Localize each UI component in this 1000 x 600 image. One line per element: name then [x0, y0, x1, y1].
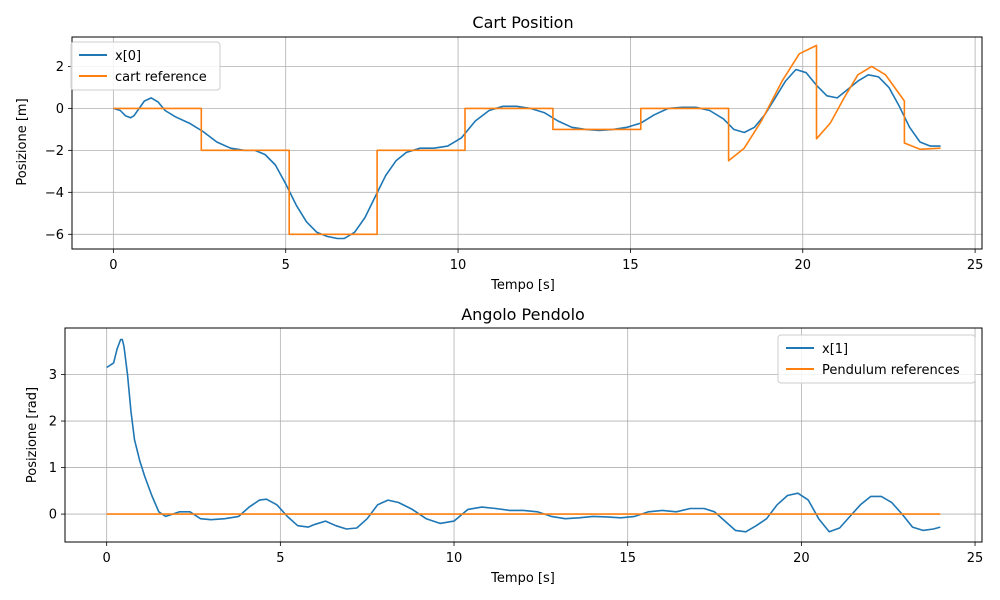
x-tick-label: 0 [109, 258, 117, 273]
plot-frame [64, 327, 983, 543]
y-tick-label: 3 [49, 368, 57, 383]
y-tick-label: 0 [56, 102, 64, 117]
legend-label-x1: x[1] [822, 342, 848, 357]
x-tick-label: 0 [103, 551, 111, 566]
y-tick-label: 0 [49, 508, 57, 523]
x-tick-label: 20 [793, 551, 810, 566]
x-tick-label: 10 [450, 258, 467, 273]
y-tick-label: 2 [49, 415, 57, 430]
y-tick-label: 2 [56, 60, 64, 75]
x-tick-label: 5 [282, 258, 290, 273]
x-ticks: 0 5 10 15 20 25 [109, 249, 983, 273]
legend: x[1] Pendulum references [777, 334, 976, 384]
legend-box [70, 41, 221, 91]
plot-frame [71, 36, 983, 250]
legend: x[0] cart reference [70, 41, 221, 91]
x-tick-label: 20 [794, 258, 811, 273]
y-tick-label: −6 [45, 228, 64, 243]
cart-position-chart: Cart Position 0 5 10 15 20 25 −6 −4 −2 0 2 Tempo … [15, 13, 983, 293]
x-tick-label: 15 [622, 258, 639, 273]
x-tick-label: 10 [446, 551, 463, 566]
x-tick-label: 15 [619, 551, 636, 566]
x-axis-label: Tempo [s] [490, 571, 555, 586]
plot-lines [106, 338, 941, 533]
y-tick-label: −2 [45, 144, 64, 159]
y-ticks: 0 1 2 3 [49, 368, 65, 523]
angolo-pendolo-chart: Angolo Pendolo 0 5 10 15 20 25 0 1 2 3 Tempo [s]… [25, 305, 983, 586]
y-axis-label: Posizione [m] [15, 98, 30, 185]
series-line-cart-reference [113, 44, 941, 236]
x-tick-label: 5 [276, 551, 284, 566]
x-ticks: 0 5 10 15 20 25 [103, 542, 984, 566]
y-axis-label: Posizione [rad] [25, 387, 40, 483]
y-tick-label: 1 [49, 461, 57, 476]
plot-lines [113, 44, 941, 240]
x-axis-label: Tempo [s] [490, 278, 555, 293]
legend-box [777, 334, 976, 384]
x-tick-label: 25 [967, 551, 984, 566]
x-tick-label: 25 [967, 258, 984, 273]
legend-label-cart-reference: cart reference [115, 70, 207, 85]
chart-title: Angolo Pendolo [461, 305, 585, 324]
legend-label-x0: x[0] [115, 49, 141, 64]
y-ticks: −6 −4 −2 0 2 [45, 60, 72, 243]
y-tick-label: −4 [45, 186, 64, 201]
series-line-x-1 [106, 338, 941, 533]
legend-label-pendulum-references: Pendulum references [822, 363, 960, 378]
chart-title: Cart Position [472, 13, 573, 32]
